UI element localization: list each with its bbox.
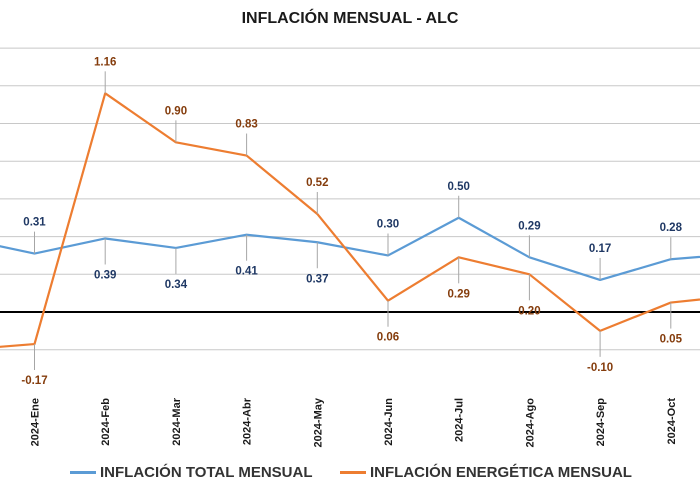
data-labels: 0.31 0.39 0.34 0.41 0.37 0.30 0.50 0.29 0.17 0.28…: [21, 56, 682, 387]
data-label-total: 0.39: [94, 269, 116, 281]
data-label-total: 0.28: [660, 222, 683, 234]
data-label-total: 0.41: [235, 266, 258, 278]
data-label-total: 0.30: [377, 218, 399, 230]
data-label-energy: -0.17: [21, 375, 47, 387]
data-label-energy: 0.05: [660, 334, 683, 346]
series-line-energy: [0, 92, 700, 348]
legend-label-total: INFLACIÓN TOTAL MENSUAL: [100, 464, 313, 481]
series-line-total: [0, 216, 700, 282]
x-tick-label: 2024-Feb: [100, 398, 112, 446]
legend-swatch-energy: [340, 471, 366, 474]
x-tick-label: 2024-May: [312, 397, 324, 447]
data-label-energy: 0.52: [306, 177, 328, 189]
x-tick-label: 2024-Sep: [595, 398, 607, 447]
data-label-energy: 0.20: [518, 305, 540, 317]
x-tick-label: 2024-Ene: [30, 398, 42, 446]
legend: INFLACIÓN TOTAL MENSUAL INFLACIÓN ENERGÉ…: [0, 464, 700, 488]
data-label-total: 0.34: [165, 279, 188, 291]
chart-title: INFLACIÓN MENSUAL - ALC: [241, 10, 459, 27]
data-label-energy: 0.29: [448, 288, 470, 300]
x-tick-label: 2024-Abr: [242, 397, 254, 445]
data-label-energy: 0.83: [235, 119, 257, 131]
x-tick-label: 2024-Jun: [383, 398, 395, 446]
data-label-total: 0.29: [518, 220, 540, 232]
data-label-total: 0.50: [448, 181, 470, 193]
legend-item-total: INFLACIÓN TOTAL MENSUAL: [70, 464, 313, 481]
data-label-total: 0.31: [23, 217, 46, 229]
gridlines: [0, 47, 700, 351]
legend-label-energy: INFLACIÓN ENERGÉTICA MENSUAL: [370, 464, 632, 481]
x-axis-ticks: 2024-Ene 2024-Feb 2024-Mar 2024-Abr 2024-May…: [30, 397, 678, 447]
x-tick-label: 2024-Jul: [454, 398, 466, 442]
x-tick-label: 2024-Ago: [524, 398, 536, 448]
data-label-total: 0.37: [306, 273, 328, 285]
x-tick-label: 2024-Oct: [666, 398, 678, 445]
legend-item-energy: INFLACIÓN ENERGÉTICA MENSUAL: [340, 464, 632, 481]
data-label-energy: 0.06: [377, 332, 399, 344]
legend-swatch-total: [70, 471, 96, 474]
data-label-total: 0.17: [589, 243, 611, 255]
data-label-energy: -0.10: [587, 362, 613, 374]
data-label-energy: 1.16: [94, 56, 116, 68]
series-lines: [0, 92, 700, 348]
x-tick-label: 2024-Mar: [171, 397, 183, 445]
data-label-energy: 0.90: [165, 105, 187, 117]
